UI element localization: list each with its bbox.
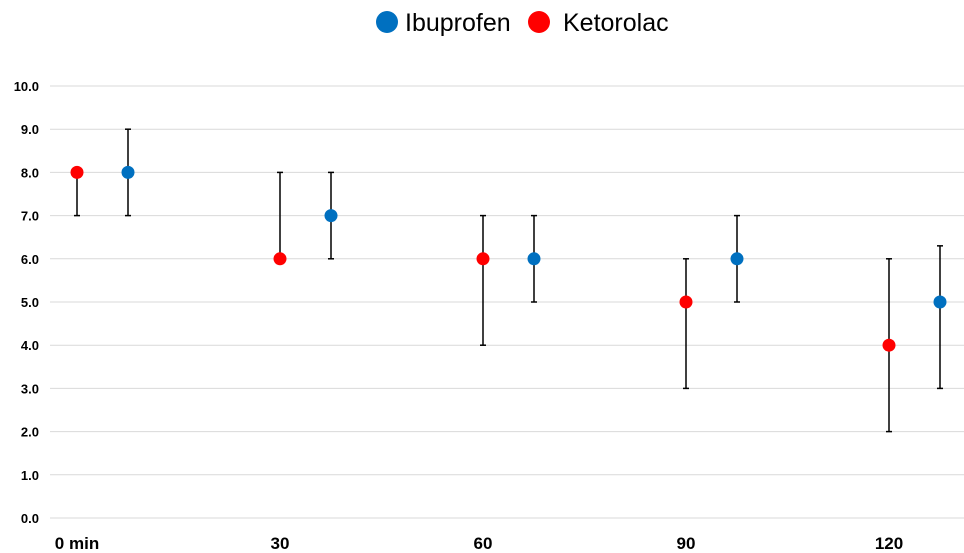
series-ketorolac [70,165,896,433]
y-tick-label: 1.0 [21,468,39,483]
y-tick-label: 8.0 [21,165,39,180]
legend-item-ibuprofen: Ibuprofen [376,9,511,37]
series-ibuprofen [121,128,947,390]
data-point-ibuprofen [324,209,338,223]
y-tick-label: 6.0 [21,252,39,267]
data-point-ketorolac [476,252,490,266]
legend-label-ibuprofen: Ibuprofen [405,9,511,37]
gridlines [50,85,964,519]
legend-item-ketorolac: Ketorolac [528,9,669,37]
data-point-ketorolac [273,252,287,266]
data-point-ibuprofen [121,165,135,179]
data-point-ibuprofen [730,252,744,266]
y-tick-label: 5.0 [21,295,39,310]
y-tick-label: 7.0 [21,209,39,224]
data-point-ibuprofen [527,252,541,266]
y-tick-label: 4.0 [21,338,39,353]
legend: Ibuprofen Ketorolac [376,9,669,37]
x-tick-label: 60 [474,534,493,553]
legend-marker-ibuprofen [376,11,398,33]
plot-marks [70,128,947,433]
y-tick-label: 0.0 [21,511,39,526]
data-point-ketorolac [882,338,896,352]
y-tick-label: 10.0 [14,79,39,94]
x-axis-tick-labels: 0 min 30 60 90 120 [55,534,903,553]
y-tick-label: 2.0 [21,425,39,440]
data-point-ibuprofen [933,295,947,309]
x-tick-label: 90 [677,534,696,553]
y-axis-tick-labels: 0.0 1.0 2.0 3.0 4.0 5.0 6.0 7.0 8.0 9.0 10.0 [14,79,39,526]
x-tick-label: 120 [875,534,903,553]
x-tick-label: 30 [271,534,290,553]
y-tick-label: 9.0 [21,122,39,137]
legend-marker-ketorolac [528,11,550,33]
legend-label-ketorolac: Ketorolac [563,9,669,37]
y-tick-label: 3.0 [21,381,39,396]
data-point-ketorolac [70,165,84,179]
data-point-ketorolac [679,295,693,309]
x-tick-label: 0 min [55,534,99,553]
